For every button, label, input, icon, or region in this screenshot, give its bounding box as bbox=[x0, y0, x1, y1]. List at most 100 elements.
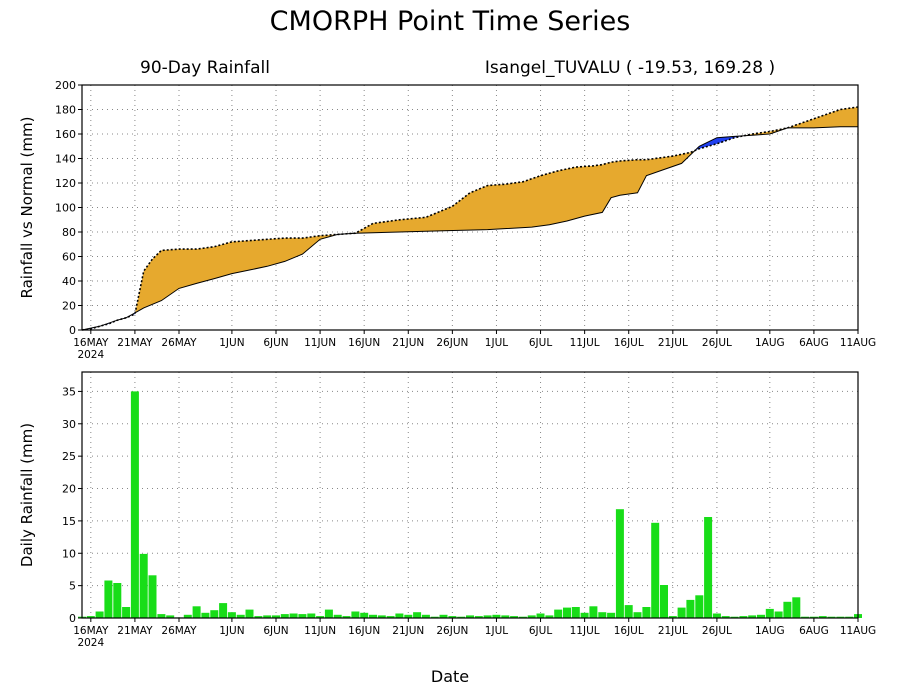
daily-bar bbox=[483, 615, 492, 618]
daily-bar bbox=[651, 522, 660, 618]
daily-bar bbox=[474, 616, 483, 618]
daily-bar bbox=[280, 614, 289, 618]
daily-bar bbox=[430, 616, 439, 618]
chart1-y-axis-label: Rainfall vs Normal (mm) bbox=[18, 117, 36, 299]
y-tick-label: 30 bbox=[62, 418, 76, 431]
daily-bar bbox=[413, 612, 422, 618]
chart2-y-axis-label: Daily Rainfall (mm) bbox=[18, 423, 36, 567]
daily-bar bbox=[510, 616, 519, 618]
daily-bar bbox=[704, 517, 713, 618]
x-tick-label: 16MAY bbox=[73, 337, 109, 349]
x-tick-label: 1AUG bbox=[755, 337, 785, 349]
x-tick-label: 6JUL bbox=[529, 625, 552, 637]
daily-bar bbox=[518, 616, 527, 618]
x-tick-label: 21JUN bbox=[392, 337, 424, 349]
x-tick-label: 21JUL bbox=[658, 625, 688, 637]
daily-bar bbox=[377, 615, 386, 618]
daily-bar bbox=[563, 607, 571, 618]
y-tick-label: 140 bbox=[55, 153, 76, 166]
daily-bar bbox=[333, 614, 342, 618]
x-tick-label: 6AUG bbox=[799, 337, 829, 349]
x-tick-label: 1JUN bbox=[219, 625, 244, 637]
x-tick-label: 16JUN bbox=[348, 337, 380, 349]
daily-bar bbox=[227, 612, 236, 618]
daily-bar bbox=[148, 575, 157, 618]
y-tick-label: 180 bbox=[55, 104, 76, 117]
daily-bar bbox=[457, 616, 466, 618]
daily-bar bbox=[818, 616, 827, 618]
daily-bar bbox=[183, 614, 192, 618]
x-tick-label: 16MAY bbox=[73, 625, 109, 637]
daily-bar bbox=[342, 616, 351, 618]
daily-bar bbox=[845, 616, 854, 618]
daily-bar bbox=[404, 614, 413, 618]
daily-bar bbox=[122, 607, 131, 618]
daily-bar bbox=[836, 616, 845, 618]
x-tick-label: 1JUN bbox=[219, 337, 244, 349]
y-tick-label: 20 bbox=[62, 483, 76, 496]
daily-bar bbox=[660, 585, 668, 618]
x-tick-label: 26JUL bbox=[702, 337, 732, 349]
y-tick-label: 10 bbox=[62, 547, 76, 560]
daily-bar bbox=[245, 609, 254, 618]
x-tick-label: 6JUL bbox=[529, 337, 552, 349]
daily-bar bbox=[730, 616, 739, 618]
x-tick-label: 26JUL bbox=[702, 625, 732, 637]
daily-bar bbox=[571, 607, 580, 618]
daily-bar bbox=[157, 614, 166, 618]
x-tick-label: 26JUN bbox=[436, 625, 468, 637]
daily-bar bbox=[809, 616, 818, 618]
daily-bar bbox=[712, 613, 721, 618]
x-tick-label: 26JUN bbox=[436, 337, 468, 349]
daily-bar bbox=[757, 614, 765, 618]
normal-line bbox=[81, 126, 858, 331]
daily-bar bbox=[307, 613, 316, 618]
x-tick-label: 11JUL bbox=[570, 625, 600, 637]
daily-bar bbox=[439, 614, 448, 618]
daily-bar bbox=[104, 580, 113, 618]
daily-bar bbox=[783, 601, 792, 618]
actual-line bbox=[81, 106, 859, 331]
daily-bar bbox=[466, 615, 474, 618]
x-tick-label: 11AUG bbox=[840, 337, 876, 349]
daily-bar bbox=[351, 611, 360, 618]
daily-bar bbox=[589, 606, 598, 618]
daily-bar bbox=[201, 612, 210, 618]
daily-bar bbox=[369, 614, 377, 618]
daily-bar bbox=[386, 616, 395, 618]
x-tick-label: 6AUG bbox=[799, 625, 829, 637]
x-tick-label: 11AUG bbox=[840, 625, 876, 637]
y-tick-label: 15 bbox=[62, 515, 76, 528]
daily-bar bbox=[130, 391, 139, 618]
daily-bar bbox=[668, 616, 677, 618]
x-tick-label: 21MAY bbox=[117, 625, 153, 637]
y-tick-label: 25 bbox=[62, 450, 76, 463]
daily-bar bbox=[298, 614, 307, 618]
y-tick-label: 35 bbox=[62, 385, 76, 398]
daily-bar bbox=[598, 612, 607, 618]
daily-bar bbox=[272, 615, 280, 618]
daily-bar bbox=[263, 615, 272, 618]
x-tick-label: 6JUN bbox=[263, 625, 288, 637]
daily-bar bbox=[219, 603, 228, 618]
daily-bar bbox=[801, 616, 810, 618]
daily-bar bbox=[324, 609, 333, 618]
y-tick-label: 5 bbox=[69, 580, 76, 593]
y-tick-label: 120 bbox=[55, 177, 76, 190]
x-tick-label: 21MAY bbox=[117, 337, 153, 349]
above-normal-area bbox=[134, 150, 695, 315]
x-tick-label: 11JUN bbox=[304, 625, 336, 637]
daily-bar bbox=[624, 605, 633, 618]
rainfall-vs-normal-panel: 0 20 40 60 80 100 120 140 160 180 200 16MAY 21MAY 26M… bbox=[18, 79, 876, 361]
daily-bar bbox=[633, 612, 642, 618]
daily-bar bbox=[536, 613, 545, 618]
daily-bar bbox=[236, 614, 245, 618]
below-normal-area bbox=[694, 135, 744, 151]
y-tick-label: 20 bbox=[62, 300, 76, 313]
daily-bar bbox=[748, 615, 757, 618]
daily-bar bbox=[139, 553, 148, 618]
x-year-label: 2024 bbox=[77, 637, 104, 649]
x-tick-label: 26MAY bbox=[161, 337, 197, 349]
daily-bar bbox=[192, 606, 201, 618]
